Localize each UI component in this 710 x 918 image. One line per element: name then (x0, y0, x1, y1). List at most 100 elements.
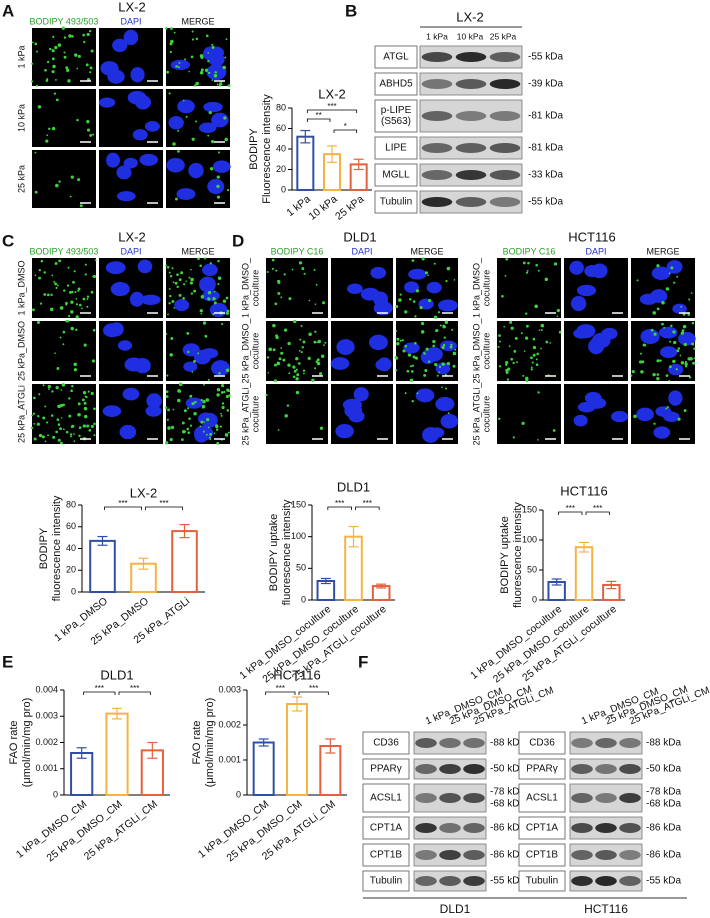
lipid-dot (526, 269, 529, 272)
micrograph (32, 321, 96, 381)
lipid-dot (49, 307, 54, 312)
lipid-dot (84, 273, 87, 276)
band (489, 52, 521, 62)
lipid-dot (90, 49, 94, 53)
y-axis-label: (μmol/min/mg pro) (21, 698, 33, 787)
lipid-dot (195, 120, 198, 123)
lipid-dot (505, 361, 509, 365)
y-tick-label: 0.003 (218, 684, 241, 694)
band-name: CPT1A (526, 823, 559, 834)
row-label: coculture (481, 270, 491, 307)
kda-label: -78 kDa (646, 787, 681, 798)
lipid-dot (45, 139, 49, 143)
lipid-dot (552, 429, 556, 432)
kda-label: -81 kDa (528, 143, 563, 154)
lipid-dot (527, 261, 530, 265)
lipid-dot (195, 37, 199, 41)
lipid-dot (82, 390, 87, 395)
lipid-dot (222, 65, 227, 70)
lipid-dot (526, 324, 529, 328)
lipid-dot (498, 417, 501, 420)
lipid-dot (300, 324, 303, 327)
lipid-dot (174, 197, 178, 201)
lipid-dot (446, 266, 451, 271)
lipid-dot (173, 31, 176, 34)
nucleus (353, 387, 369, 402)
row-label: 10 kPa (16, 104, 26, 132)
y-tick-label: 0 (236, 789, 241, 799)
lipid-dot (200, 68, 204, 72)
lipid-dot (396, 341, 400, 346)
lipid-dot (406, 369, 410, 373)
lipid-dot (208, 110, 212, 115)
lipid-dot (55, 183, 59, 188)
lipid-dot (34, 190, 38, 194)
y-tick-label: 0 (71, 586, 76, 596)
lipid-dot (76, 118, 79, 122)
lipid-dot (404, 310, 408, 314)
bar (89, 539, 116, 594)
lipid-dot (216, 83, 219, 86)
lipid-dot (38, 433, 43, 438)
lipid-dot (194, 400, 197, 404)
lipid-dot (428, 299, 432, 303)
lipid-dot (189, 394, 193, 398)
lipid-dot (195, 81, 199, 86)
lipid-dot (48, 47, 52, 51)
row-label: 1 kPa_DMSO (16, 260, 26, 315)
lipid-dot (189, 281, 194, 285)
lipid-dot (47, 388, 50, 390)
significance-bracket (118, 691, 151, 695)
lipid-dot (55, 78, 57, 81)
lipid-dot (314, 330, 317, 333)
lipid-dot (68, 290, 72, 294)
lipid-dot (670, 324, 673, 328)
nucleus (404, 281, 419, 293)
lipid-dot (169, 353, 173, 357)
lipid-dot (277, 291, 281, 295)
lipid-dot (44, 440, 47, 443)
x-tick-label: 25 kPa (333, 193, 366, 223)
row-label: 25 kPa_ATGLi_ (240, 382, 250, 446)
micrograph (32, 258, 96, 318)
lipid-dot (223, 390, 226, 394)
bar (171, 530, 198, 593)
lipid-dot (72, 280, 75, 284)
lipid-dot (219, 425, 222, 428)
lipid-dot (532, 345, 537, 350)
panel-letter: E (2, 652, 13, 671)
lipid-dot (545, 340, 549, 344)
lipid-dot (280, 351, 284, 355)
lipid-dot (200, 312, 203, 315)
lipid-dot (33, 437, 37, 441)
lipid-dot (73, 270, 76, 273)
lipid-dot (404, 392, 407, 395)
lipid-dot (447, 412, 450, 415)
lipid-dot (168, 288, 171, 290)
band (619, 823, 641, 833)
band (415, 738, 437, 748)
lipid-dot (197, 352, 200, 355)
lipid-dot (531, 361, 534, 364)
y-tick-label: 80 (276, 102, 286, 112)
row-label: coculture (250, 333, 260, 370)
lipid-dot (665, 287, 670, 291)
panel-letter: F (358, 652, 368, 671)
lipid-dot (435, 329, 439, 333)
lipid-dot (298, 350, 301, 352)
lipid-dot (199, 70, 204, 75)
grid-title: DLD1 (343, 229, 376, 244)
row-label: 25 kPa_ATGLi_ (471, 382, 481, 446)
nucleus (132, 129, 148, 141)
lipid-dot (438, 371, 440, 374)
lipid-dot (66, 319, 70, 323)
nucleus (123, 157, 138, 169)
lane-label: 10 kPa (457, 31, 484, 41)
nucleus (342, 398, 363, 411)
band (439, 738, 461, 748)
lipid-dot (83, 343, 87, 347)
lipid-dot (68, 314, 71, 318)
lipid-dot (225, 296, 229, 300)
lipid-dot (683, 409, 687, 413)
significance-bracket (327, 506, 352, 510)
